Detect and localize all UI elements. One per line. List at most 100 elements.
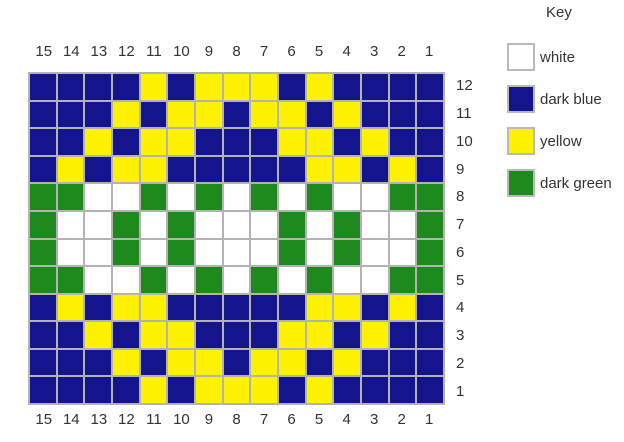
grid-cell xyxy=(361,239,388,266)
key-swatch xyxy=(507,169,535,197)
col-number: 9 xyxy=(204,43,214,60)
grid-cell xyxy=(334,294,360,321)
col-number: 9 xyxy=(204,411,214,428)
grid-cell xyxy=(278,156,305,183)
grid-cell xyxy=(417,294,443,321)
grid-cell xyxy=(140,184,167,210)
grid-cell xyxy=(168,322,194,348)
grid-cell xyxy=(85,101,111,128)
grid-cell xyxy=(30,377,56,403)
column-numbers-bottom: 15 14 13 12 11 10 9 8 7 6 5 4 3 2 1 xyxy=(28,411,445,429)
key-legend: white dark blue yellow dark green xyxy=(507,43,617,211)
grid-cell xyxy=(417,239,443,266)
grid-cell xyxy=(140,267,167,293)
grid-cell xyxy=(389,267,416,293)
grid-cell xyxy=(278,184,305,210)
grid-cell xyxy=(57,322,84,348)
grid-cell xyxy=(251,211,277,238)
row-number: 9 xyxy=(456,160,465,178)
row-numbers: 12 11 10 9 8 7 6 5 4 3 2 1 xyxy=(456,72,484,405)
col-number: 11 xyxy=(146,411,162,428)
key-item-label: yellow xyxy=(540,132,582,150)
grid-cell xyxy=(361,349,388,376)
grid-cell xyxy=(334,239,360,266)
grid-cell xyxy=(85,156,111,183)
column-numbers-top: 15 14 13 12 11 10 9 8 7 6 5 4 3 2 1 xyxy=(28,43,445,61)
grid-cell xyxy=(85,349,111,376)
grid-cell xyxy=(85,129,111,155)
grid-cell xyxy=(278,294,305,321)
col-number: 8 xyxy=(232,411,241,428)
grid-cell xyxy=(389,101,416,128)
grid-cell xyxy=(306,239,333,266)
grid-cell xyxy=(361,377,388,403)
col-number: 5 xyxy=(314,411,324,428)
grid-cell xyxy=(112,322,139,348)
grid-cell xyxy=(361,101,388,128)
grid-cell xyxy=(278,211,305,238)
grid-cell xyxy=(85,211,111,238)
grid-cell xyxy=(57,211,84,238)
grid-cell xyxy=(306,156,333,183)
grid-cell xyxy=(30,184,56,210)
grid-cell xyxy=(417,184,443,210)
grid-cell xyxy=(195,349,222,376)
col-number: 1 xyxy=(425,411,434,428)
row-number: 7 xyxy=(456,216,465,234)
grid-cell xyxy=(306,101,333,128)
grid-cell xyxy=(85,377,111,403)
col-number: 12 xyxy=(118,411,135,428)
grid-cell xyxy=(57,184,84,210)
grid-cell xyxy=(195,129,222,155)
grid-cell xyxy=(417,211,443,238)
row-number: 3 xyxy=(456,327,465,345)
key-swatch xyxy=(507,43,535,71)
grid-cell xyxy=(251,101,277,128)
grid-cell xyxy=(417,156,443,183)
grid-cell xyxy=(361,267,388,293)
grid-cell xyxy=(361,211,388,238)
grid-cell xyxy=(195,184,222,210)
grid-cell xyxy=(195,211,222,238)
grid-cell xyxy=(168,156,194,183)
grid-cell xyxy=(417,322,443,348)
grid-cell xyxy=(334,184,360,210)
grid-cell xyxy=(223,211,250,238)
grid-cell xyxy=(85,74,111,100)
grid-cell xyxy=(140,129,167,155)
grid-cell xyxy=(251,184,277,210)
grid-cell xyxy=(57,239,84,266)
grid-cell xyxy=(30,129,56,155)
grid-cell xyxy=(361,294,388,321)
grid-cell xyxy=(168,129,194,155)
grid-cell xyxy=(417,74,443,100)
grid-cell xyxy=(223,101,250,128)
grid-cell xyxy=(417,267,443,293)
grid-cell xyxy=(417,349,443,376)
grid-cell xyxy=(30,322,56,348)
grid-cell xyxy=(112,211,139,238)
grid-cell xyxy=(195,267,222,293)
grid-cell xyxy=(168,294,194,321)
col-number: 6 xyxy=(287,43,296,60)
grid-cell xyxy=(168,349,194,376)
col-number: 8 xyxy=(232,43,241,60)
grid-cell xyxy=(140,156,167,183)
grid-cell xyxy=(223,294,250,321)
grid-cell xyxy=(57,377,84,403)
grid-cell xyxy=(251,267,277,293)
grid-cell xyxy=(251,349,277,376)
grid-cell xyxy=(389,294,416,321)
grid-cell xyxy=(30,74,56,100)
grid-cell xyxy=(57,294,84,321)
row-number: 1 xyxy=(456,382,465,400)
grid-cell xyxy=(334,74,360,100)
grid-cell xyxy=(140,239,167,266)
grid-cell xyxy=(389,74,416,100)
col-number: 3 xyxy=(369,411,379,428)
grid-cell xyxy=(223,74,250,100)
grid-cell xyxy=(417,129,443,155)
grid-cell xyxy=(389,184,416,210)
col-number: 13 xyxy=(90,43,108,60)
